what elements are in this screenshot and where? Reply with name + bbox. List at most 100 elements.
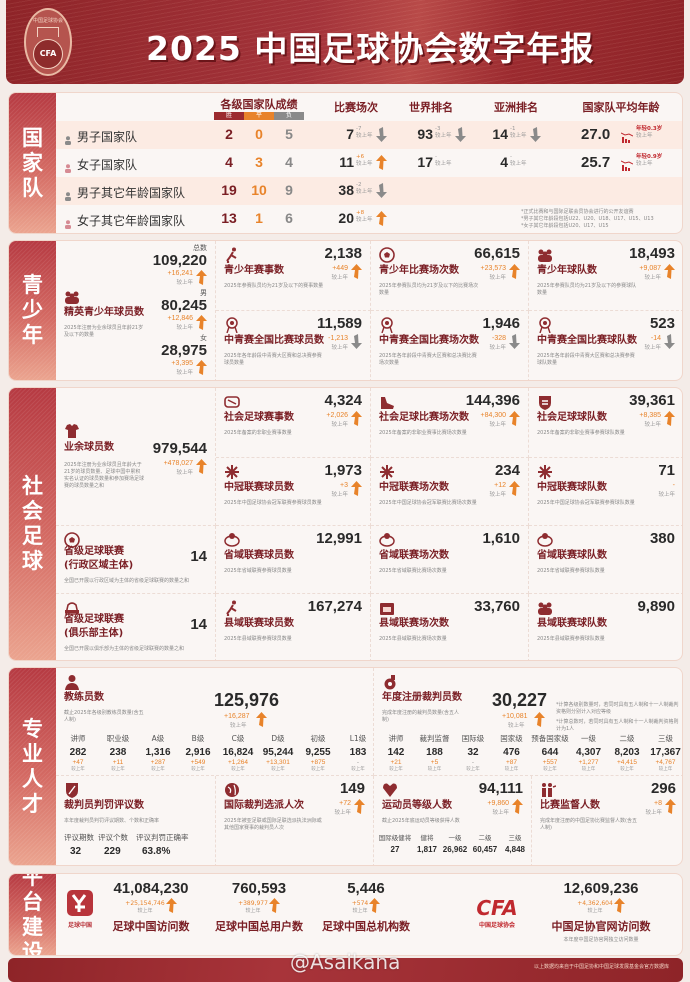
delta-value: - xyxy=(435,154,437,160)
asia-delta: - 较上年 xyxy=(510,154,527,168)
card-title: 青少年球队数 xyxy=(537,265,597,276)
footnote: *计算总数时，若同时具有五人制和十一人制裁判资格则计为1人 xyxy=(556,719,679,732)
result-pill-loss: 负 xyxy=(274,112,304,120)
level-delta: - xyxy=(356,759,360,766)
section-label-text: 国家队 xyxy=(22,125,43,200)
stat-card: 县域联赛球员数 2025年县域联赛参赛球员数量 167,274 xyxy=(216,594,371,660)
compare-label: 较上年 xyxy=(230,723,247,729)
level-value: 17,367 xyxy=(650,747,681,758)
card-compare-label: 较上年 xyxy=(331,492,348,498)
group-label: 男 xyxy=(200,289,207,297)
level-label: 二级 xyxy=(619,734,635,743)
platform-section: 平台建设 足球中国 41,084,230 +25,154,746 较上年 足球中国访问数… xyxy=(8,873,683,956)
matches-delta: -7 较上年 xyxy=(356,126,373,140)
card-description: 全国已开展以俱乐部为主体的省级足球联赛的数量之和 xyxy=(64,646,185,652)
column-header-matches: 比赛场次 xyxy=(334,101,378,114)
column-header-avg-age: 国家队平均年龄 xyxy=(582,101,660,114)
level-stat: 初级 9,255 +875 较上年 xyxy=(299,733,337,772)
avg-age-delta: 年轻0.9岁 较上年 xyxy=(636,154,662,168)
card-delta: +10,081 xyxy=(502,713,528,720)
card-value: 2,138 xyxy=(324,245,362,262)
level-label: C级 xyxy=(231,734,245,743)
level-stat: B级 2,916 +549 较上年 xyxy=(179,733,217,772)
card-compare-label: 较上年 xyxy=(489,422,506,428)
card-title: 县域联赛场次数 xyxy=(379,618,449,629)
stat-description: 本年度中国足协官网独立访问数量 xyxy=(563,937,639,943)
asia-value: 4 xyxy=(500,154,508,170)
card-delta: +72 xyxy=(339,800,351,807)
platform-stat: 760,593 +389,977 较上年 足球中国总用户数 xyxy=(209,880,309,934)
platform-stat: 5,446 +574 较上年 足球中国总机构数 xyxy=(316,880,416,934)
card-compare-label: 较上年 xyxy=(644,422,661,428)
compare-label: 较上年 xyxy=(510,133,527,139)
stat-delta-row: +389,977 较上年 xyxy=(238,898,280,914)
level-value: 95,244 xyxy=(262,747,294,758)
arrow-up-icon xyxy=(376,211,387,226)
card-title: 中青赛全国比赛场次数 xyxy=(379,335,479,346)
compare-label: 较上年 xyxy=(176,370,193,376)
wins: 2 xyxy=(225,126,233,142)
intl-referee-card: 国际裁判选派人次 2025年被亚足联或国际足联选派执法洲际或其他国家赛事的裁判员人… xyxy=(216,776,374,865)
card-description: 2025年注册为业余球员且年龄大于21岁的球员数量、足球中国中累积实名认证的球员… xyxy=(64,462,145,489)
arrow-up-icon xyxy=(369,898,381,913)
card-description: 2025年备案的非职业赛事参赛球队数量 xyxy=(537,430,625,436)
card-title: 裁判员判罚评议数 xyxy=(64,800,144,811)
matches-delta: +8 较上年 xyxy=(356,210,373,224)
card-delta: +9,860 xyxy=(487,800,509,807)
card-description: 2025年各年龄段中青赛大区赛和总决赛参赛球队数量 xyxy=(537,353,635,366)
section-label: 专业人才 xyxy=(9,668,56,865)
level-stat: 讲师 142 +21 较上年 xyxy=(377,733,415,772)
compare-label: 较上年 xyxy=(351,767,365,772)
level-stat: 讲师 282 +47 较上年 xyxy=(59,733,97,772)
platform-stat: 41,084,230 +25,154,746 较上年 足球中国访问数 xyxy=(101,880,201,934)
person-icon xyxy=(64,674,80,690)
world-value: 17 xyxy=(417,154,433,170)
compare-label: 较上年 xyxy=(71,767,85,772)
delta-value: -2 xyxy=(356,182,362,188)
level-stat: 国家级 476 +87 较上年 xyxy=(493,733,531,772)
draws: 3 xyxy=(255,154,263,170)
matches-value: 20 xyxy=(338,210,354,226)
card-description: 2025年省域联赛参赛球队数量 xyxy=(537,568,605,574)
card-compare-label: 较上年 xyxy=(658,492,675,498)
level-value: 8,203 xyxy=(614,747,640,758)
arrow-up-icon xyxy=(665,799,676,814)
wins: 4 xyxy=(225,154,233,170)
card-description: 2025年县域联赛参赛球员数量 xyxy=(224,636,292,642)
card-compare-label: 较上年 xyxy=(644,275,661,281)
card-description: 全国已开展以行政区域为主体的省级足球联赛的数量之和 xyxy=(64,578,190,584)
player-kick-icon xyxy=(224,247,240,264)
professional-talent-section: 专业人才 教练员数 截止2025年各级别教练员数量(含五人制) 125,976 +16… xyxy=(8,667,683,866)
whistle-icon xyxy=(382,674,398,690)
stat-delta-row: +574 较上年 xyxy=(352,898,381,914)
national-team-section: 国家队 各级国家队成绩 比赛场次 世界排名 亚洲排名 国家队平均年龄胜平负男子国家队 2 0… xyxy=(8,92,683,234)
section-label-text: 青少年 xyxy=(22,273,43,347)
group-delta: +12,846 xyxy=(167,315,194,322)
arrow-up-icon xyxy=(351,411,362,426)
shield-icon xyxy=(537,394,553,410)
grade-value: 60,457 xyxy=(472,845,498,854)
world-delta: -3 较上年 xyxy=(435,126,452,140)
section-label-text: 社会足球 xyxy=(22,474,43,573)
arrow-up-icon xyxy=(509,411,520,426)
amateur-players-card: 业余球员数 2025年注册为业余球员且年龄大于21岁的球员数量、足球中国中累积实名… xyxy=(56,388,216,526)
compare-label: 较上年 xyxy=(389,767,403,772)
group-label: 女 xyxy=(200,334,207,342)
stat-delta-row: +25,154,746 较上年 xyxy=(125,898,177,914)
wins: 19 xyxy=(221,182,237,198)
card-title: 年度注册裁判员数 xyxy=(382,692,462,703)
section-label: 青少年 xyxy=(9,241,56,380)
card-value: 11,589 xyxy=(316,315,362,332)
draws: 10 xyxy=(251,182,267,198)
calendar-icon xyxy=(379,600,395,616)
card-value: 71 xyxy=(658,462,675,479)
level-value: 238 xyxy=(109,747,127,758)
column-header-results: 各级国家队成绩 xyxy=(220,98,298,111)
card-value: 9,890 xyxy=(637,598,675,615)
arrow-down-icon xyxy=(530,127,541,142)
card-value: 39,361 xyxy=(629,392,675,409)
card-title: 青少年比赛场次数 xyxy=(379,265,459,276)
matches-delta: +6 较上年 xyxy=(356,154,373,168)
snowflake-emblem-icon xyxy=(537,464,553,480)
card-title: 精英青少年球员数 xyxy=(64,307,144,318)
